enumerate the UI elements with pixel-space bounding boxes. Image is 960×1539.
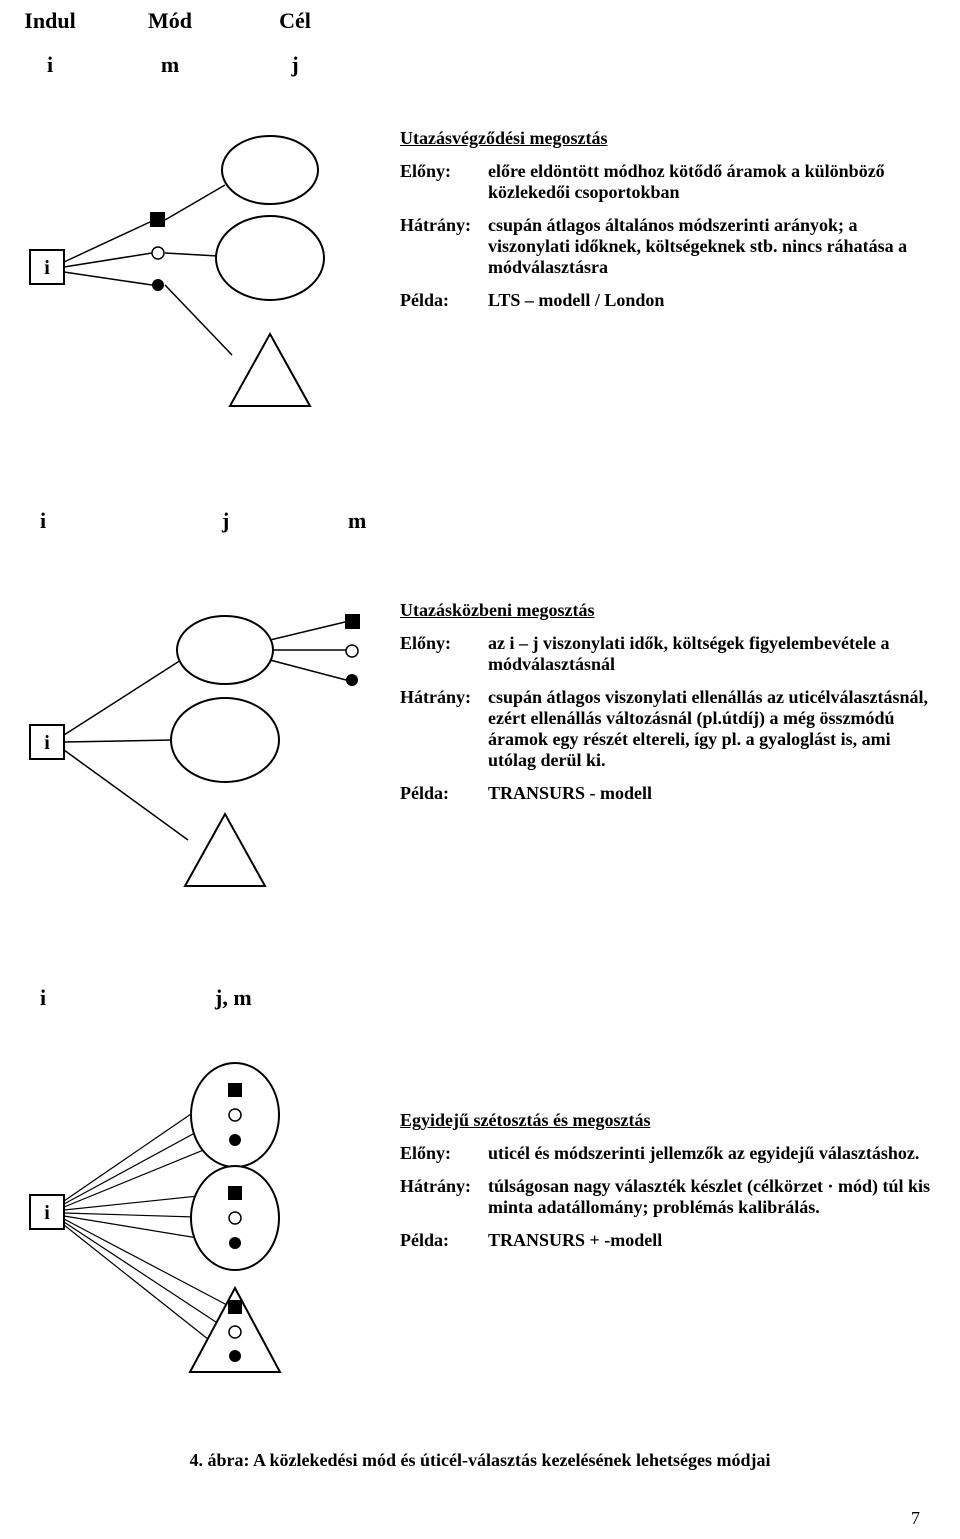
section3-pelda: TRANSURS + -modell [488,1230,930,1251]
section3-hatrany-key: Hátrány: [400,1176,478,1197]
section2-elony: az i – j viszonylati idők, költségek fig… [488,633,930,675]
section3-title: Egyidejű szétosztás és megosztás [400,1110,930,1131]
section1-hatrany-key: Hátrány: [400,215,478,236]
section1-pelda-key: Példa: [400,290,478,311]
section3-hatrany: túlságosan nagy választék készlet (célkö… [488,1176,930,1218]
section2-pelda-key: Példa: [400,783,478,804]
section1-elony: előre eldöntött módhoz kötődő áramok a k… [488,161,930,203]
section1-title: Utazásvégződési megosztás [400,128,930,149]
section2-elony-key: Előny: [400,633,478,654]
section2-hatrany: csupán átlagos viszonylati ellenállás az… [488,687,930,771]
page-number: 7 [911,1508,920,1529]
section1-pelda: LTS – modell / London [488,290,930,311]
section2-hatrany-key: Hátrány: [400,687,478,708]
section2-title: Utazásközbeni megosztás [400,600,930,621]
diagram-section-3: i [0,0,360,1405]
section3-elony-key: Előny: [400,1143,478,1164]
desc-section-3: Egyidejű szétosztás és megosztás Előny: … [400,1110,930,1251]
section1-elony-key: Előny: [400,161,478,182]
desc-section-1: Utazásvégződési megosztás Előny: előre e… [400,128,930,311]
section3-pelda-key: Példa: [400,1230,478,1251]
svg-text:i: i [44,1202,50,1224]
figure-caption: 4. ábra: A közlekedési mód és úticél-vál… [0,1450,960,1471]
desc-section-2: Utazásközbeni megosztás Előny: az i – j … [400,600,930,804]
section1-hatrany: csupán átlagos általános módszerinti ará… [488,215,930,278]
section2-pelda: TRANSURS - modell [488,783,930,804]
section3-elony: uticél és módszerinti jellemzők az egyid… [488,1143,930,1164]
